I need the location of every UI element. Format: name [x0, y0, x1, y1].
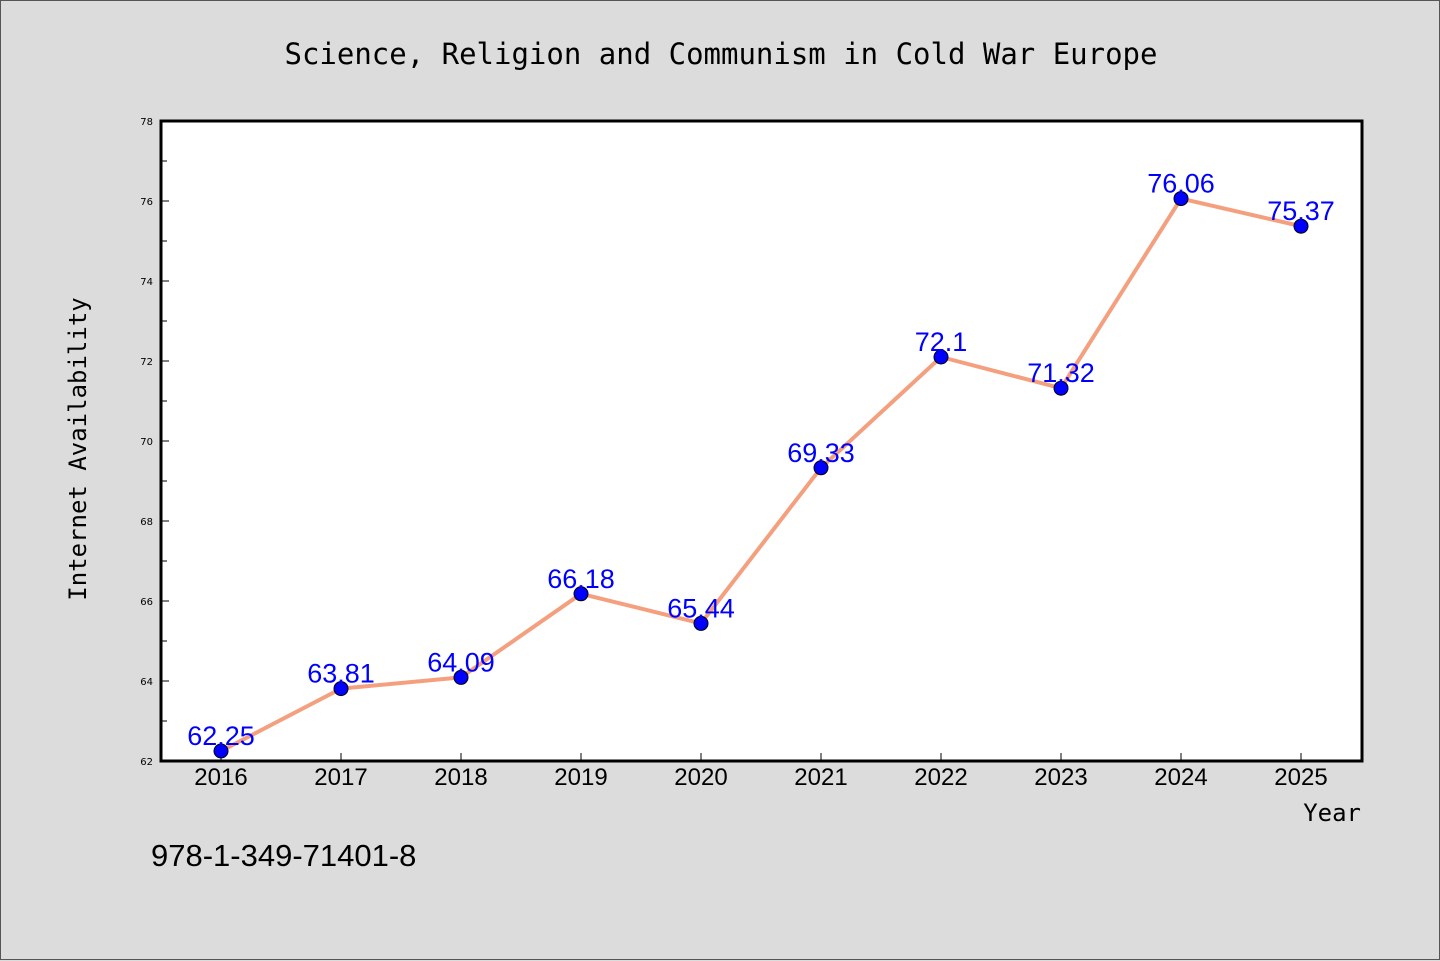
- data-point: [453, 669, 469, 685]
- y-tick-label: 62: [140, 757, 153, 768]
- series-line: [220, 196, 1302, 753]
- data-label: 69.33: [787, 438, 855, 468]
- data-label: 76.06: [1147, 169, 1215, 199]
- data-label: 64.09: [427, 647, 495, 677]
- data-label: 62.25: [187, 721, 255, 751]
- data-point: [573, 586, 589, 602]
- data-label: 66.18: [547, 564, 615, 594]
- y-tick-label: 66: [140, 597, 153, 608]
- data-label: 65.44: [667, 593, 735, 623]
- y-tick-label: 78: [140, 117, 153, 128]
- x-tick-label: 2022: [914, 764, 967, 791]
- x-tick-label: 2025: [1274, 764, 1327, 791]
- data-label: 71.32: [1027, 358, 1095, 388]
- y-tick-label: 76: [140, 197, 153, 208]
- x-tick-label: 2016: [194, 764, 247, 791]
- y-tick-label: 68: [140, 517, 153, 528]
- x-tick-label: 2023: [1034, 764, 1087, 791]
- x-tick-label: 2021: [794, 764, 847, 791]
- x-axis-label: Year: [1303, 799, 1361, 827]
- data-labels: 62.25 63.81 64.09 66.18 65.44 69.33 72.1 71.32 7…: [187, 169, 1335, 751]
- y-tick-label: 70: [140, 437, 153, 448]
- data-point: [813, 460, 829, 476]
- x-tick-label: 2019: [554, 764, 607, 791]
- data-point: [333, 681, 349, 697]
- y-tick-label: 64: [140, 677, 153, 688]
- data-point: [1053, 380, 1069, 396]
- data-label: 75.37: [1267, 196, 1335, 226]
- x-axis: 2016 2017 2018 2019 2020 2021 2022 2023 2024 2025: [194, 753, 1328, 791]
- data-point: [693, 615, 709, 631]
- data-label: 63.81: [307, 659, 375, 689]
- x-tick-label: 2020: [674, 764, 727, 791]
- y-axis-label: Internet Availability: [64, 297, 92, 600]
- y-tick-label: 72: [140, 357, 153, 368]
- x-tick-label: 2024: [1154, 764, 1207, 791]
- x-tick-label: 2017: [314, 764, 367, 791]
- data-point: [1173, 191, 1189, 207]
- data-point: [1293, 218, 1309, 234]
- y-tick-label: 74: [140, 277, 153, 288]
- data-label: 72.1: [915, 327, 968, 357]
- series-markers: [213, 191, 1309, 759]
- data-point: [933, 349, 949, 365]
- data-point: [213, 743, 229, 759]
- isbn-annotation: 978-1-349-71401-8: [151, 838, 416, 873]
- chart-title: Science, Religion and Communism in Cold …: [285, 37, 1158, 71]
- x-tick-label: 2018: [434, 764, 487, 791]
- y-axis: 62 64 66 68 70 72 74 76 78: [140, 117, 169, 768]
